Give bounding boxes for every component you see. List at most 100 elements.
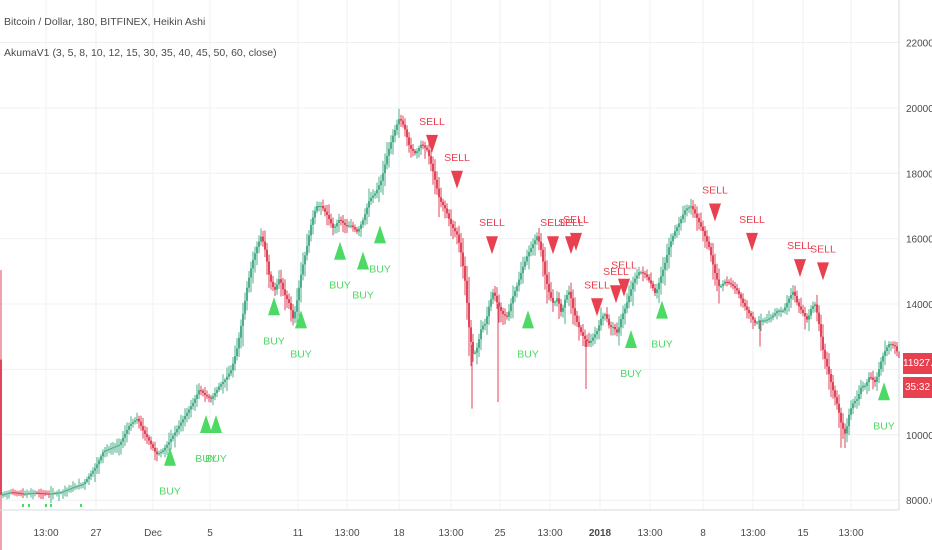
candle-body: [86, 479, 88, 482]
candle-body: [560, 303, 562, 312]
candle-body: [76, 485, 78, 488]
candle-body: [624, 308, 626, 314]
candle-body: [298, 287, 300, 301]
candle-body: [308, 235, 310, 246]
candle-body: [78, 485, 80, 487]
symbol-title[interactable]: Bitcoin / Dollar, 180, BITFINEX, Heikin …: [4, 16, 206, 28]
candle-body: [600, 318, 602, 326]
candle-body: [110, 448, 112, 450]
candle-body: [754, 319, 756, 323]
candle-body: [254, 253, 256, 260]
candle-body: [40, 492, 42, 495]
candle-body: [500, 306, 502, 311]
candle-body: [792, 291, 794, 296]
buy-arrow-icon: [656, 300, 668, 319]
candle-body: [556, 298, 558, 302]
candle-body: [746, 306, 748, 310]
candle-body: [666, 255, 668, 263]
candle-body: [658, 282, 660, 290]
candle-body: [494, 292, 496, 296]
candle-body: [828, 366, 830, 375]
candle-body: [12, 492, 14, 494]
candle-body: [522, 266, 524, 273]
sell-arrow-icon: [451, 170, 463, 189]
candle-body: [684, 210, 686, 215]
candle-body: [518, 279, 520, 286]
candle-body: [278, 279, 280, 285]
candle-body: [56, 492, 58, 494]
candle-body: [626, 302, 628, 309]
candle-body: [616, 329, 618, 333]
candle-body: [618, 327, 620, 333]
time-axis[interactable]: 13:00 27 Dec 5 11 13:00 18 13:00 25 13:00 2018 13:0…: [33, 528, 863, 539]
candle-body: [846, 426, 848, 434]
candle-body: [662, 269, 664, 277]
candle-body: [888, 344, 890, 348]
study-legend[interactable]: AkumaV1 (3, 5, 8, 10, 12, 15, 30, 35, 40…: [4, 47, 277, 59]
candle-body: [886, 347, 888, 352]
candle-body: [644, 273, 646, 275]
candle-body: [774, 313, 776, 316]
candle-body: [646, 274, 648, 278]
sell-label: SELL: [419, 116, 445, 128]
buy-arrow-icon: [625, 330, 637, 348]
candle-body: [820, 324, 822, 337]
candle-body: [652, 283, 654, 289]
candle-body: [442, 201, 444, 206]
candle-body: [84, 481, 86, 485]
candle-body: [420, 144, 422, 148]
candle-body: [514, 290, 516, 297]
candle-body: [192, 402, 194, 407]
candle-body: [784, 307, 786, 311]
candle-body: [744, 302, 746, 307]
candle-body: [362, 220, 364, 225]
candle-body: [816, 304, 818, 313]
candle-body: [186, 412, 188, 417]
price-tick-label: 20000.0: [906, 104, 932, 115]
candle-body: [532, 244, 534, 249]
candle-body: [852, 403, 854, 409]
buy-arrow-icon: [374, 225, 386, 244]
candle-body: [516, 285, 518, 291]
time-tick-label: 8: [700, 528, 706, 539]
candle-body: [322, 205, 324, 209]
buy-arrow-icon: [357, 251, 369, 270]
candle-body: [682, 214, 684, 220]
candle-body: [830, 374, 832, 383]
candle-body: [102, 452, 104, 457]
candle-body: [224, 379, 226, 382]
price-axis[interactable]: 8000.010000.012000.014000.016000.018000.…: [906, 39, 932, 508]
last-price-badge: 11927.8: [903, 353, 932, 374]
candle-body: [258, 241, 260, 247]
candle-body: [458, 234, 460, 243]
candle-body: [250, 268, 252, 278]
candle-body: [272, 281, 274, 288]
candle-body: [220, 384, 222, 387]
candle-body: [66, 489, 68, 491]
candle-body: [412, 148, 414, 151]
candle-body: [92, 470, 94, 474]
bottom-marker: [22, 504, 24, 507]
candle-body: [734, 286, 736, 289]
candle-body: [862, 385, 864, 388]
candle-body: [232, 363, 234, 371]
candle-body: [610, 325, 612, 327]
candle-body: [872, 377, 874, 380]
candle-body: [174, 432, 176, 436]
candle-body: [880, 361, 882, 370]
candle-body: [804, 313, 806, 317]
candle-body: [134, 420, 136, 423]
candle-body: [718, 279, 720, 287]
candle-body: [142, 426, 144, 431]
candle-body: [730, 283, 732, 285]
time-tick-label: 13:00: [637, 528, 662, 539]
candle-body: [854, 400, 856, 404]
candle-body: [488, 306, 490, 317]
candle-body: [848, 414, 850, 427]
candle-body: [264, 241, 266, 250]
candle-body: [564, 299, 566, 308]
candle-body: [762, 320, 764, 322]
candle-body: [702, 226, 704, 232]
candle-body: [404, 124, 406, 130]
